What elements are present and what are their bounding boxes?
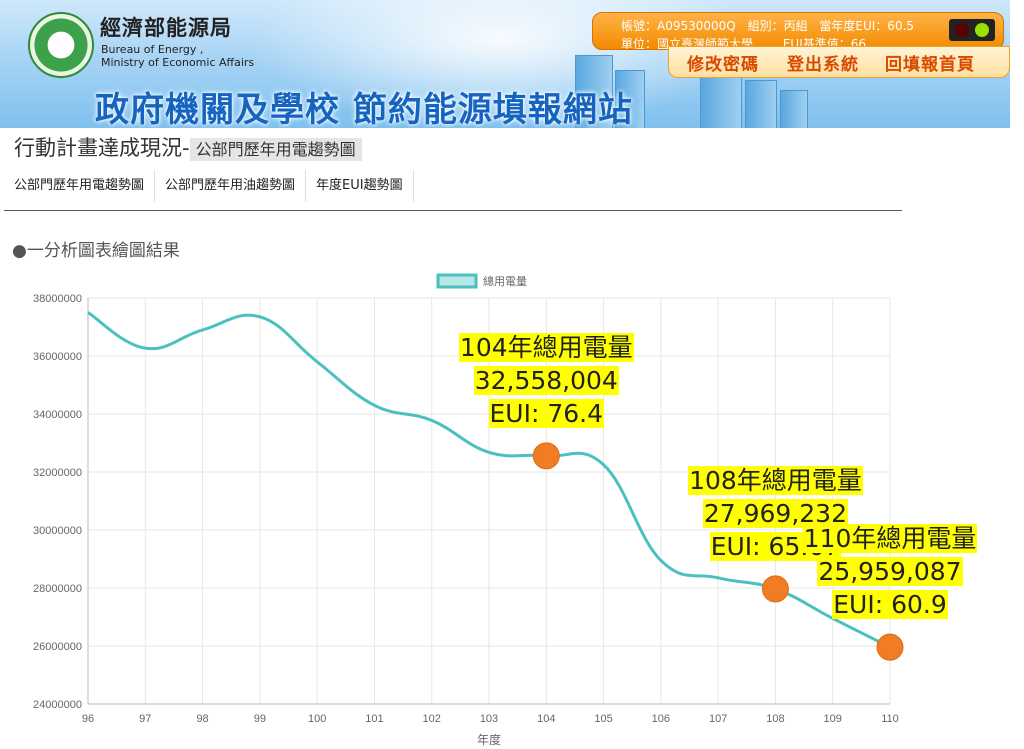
annotation-label: 108年總用電量 27,969,232 EUI: 65.67 bbox=[665, 464, 885, 563]
back-to-home-button[interactable]: 回填報首頁 bbox=[885, 55, 975, 75]
section-title: ●一分析圖表繪圖結果 bbox=[12, 241, 180, 261]
traffic-light-icon bbox=[949, 19, 995, 41]
account-id: 帳號：A09530000Q bbox=[621, 19, 736, 33]
annotation-text: 25,959,087 bbox=[817, 557, 963, 587]
annotation-text: 110年總用電量 bbox=[802, 524, 978, 554]
banner-building bbox=[615, 70, 645, 128]
account-info-row: 帳號：A09530000Q 組別：丙組 當年度EUI：60.5 bbox=[621, 17, 922, 34]
chart-tabs: 公部門歷年用電趨勢圖 公部門歷年用油趨勢圖 年度EUI趨勢圖 bbox=[4, 170, 414, 202]
page-title-sub: 公部門歷年用電趨勢圖 bbox=[189, 138, 362, 161]
change-password-button[interactable]: 修改密碼 bbox=[687, 55, 759, 75]
data-point-marker bbox=[532, 442, 560, 470]
legend-label: 總用電量 bbox=[483, 274, 527, 288]
annotation-label: 104年總用電量 32,558,004 EUI: 76.4 bbox=[436, 331, 656, 430]
x-tick-label: 106 bbox=[652, 713, 670, 725]
x-tick-label: 103 bbox=[480, 713, 498, 725]
x-tick-label: 100 bbox=[308, 713, 326, 725]
y-tick-label: 28000000 bbox=[33, 583, 82, 595]
annotation-text: 108年總用電量 bbox=[688, 465, 863, 495]
header-nav: 修改密碼 登出系統 回填報首頁 bbox=[668, 46, 1010, 78]
annotation-text: 104年總用電量 bbox=[458, 332, 634, 362]
site-banner: 經濟部能源局 Bureau of Energy , Ministry of Ec… bbox=[0, 0, 1010, 128]
y-tick-label: 36000000 bbox=[33, 351, 82, 363]
tab-eui-trend[interactable]: 年度EUI趨勢圖 bbox=[306, 170, 414, 202]
banner-building bbox=[745, 80, 777, 128]
y-tick-label: 26000000 bbox=[33, 641, 82, 653]
x-tick-label: 99 bbox=[254, 713, 266, 725]
tabs-divider bbox=[4, 210, 902, 211]
y-tick-label: 38000000 bbox=[33, 293, 82, 305]
x-tick-label: 102 bbox=[423, 713, 441, 725]
y-tick-label: 24000000 bbox=[33, 699, 82, 711]
tab-oil-trend[interactable]: 公部門歷年用油趨勢圖 bbox=[155, 170, 307, 202]
series-line bbox=[87, 311, 891, 649]
annotation-text: 32,558,004 bbox=[473, 365, 619, 395]
x-tick-label: 105 bbox=[594, 713, 612, 725]
x-tick-label: 98 bbox=[196, 713, 208, 725]
x-tick-label: 96 bbox=[82, 713, 94, 725]
x-tick-label: 110 bbox=[881, 713, 899, 725]
account-info-box: 帳號：A09530000Q 組別：丙組 當年度EUI：60.5 單位：國立臺灣師… bbox=[592, 12, 1004, 50]
annotation-label: 110年總用電量 25,959,087 EUI: 60.9 bbox=[780, 522, 1000, 621]
logo-english-name: Bureau of Energy , bbox=[101, 43, 204, 56]
x-tick-label: 104 bbox=[537, 713, 555, 725]
energy-bureau-logo bbox=[28, 12, 94, 78]
x-tick-label: 97 bbox=[139, 713, 151, 725]
annotation-text: EUI: 65.67 bbox=[709, 531, 842, 561]
page-title-main: 行動計畫達成現況- bbox=[14, 136, 190, 160]
y-tick-label: 30000000 bbox=[33, 525, 82, 537]
logo-chinese-name: 經濟部能源局 bbox=[100, 16, 232, 40]
x-axis-label: 年度 bbox=[477, 732, 501, 747]
legend-swatch bbox=[436, 273, 478, 289]
tab-electricity-trend[interactable]: 公部門歷年用電趨勢圖 bbox=[4, 170, 156, 202]
x-tick-label: 101 bbox=[365, 713, 383, 725]
data-point-marker bbox=[761, 575, 789, 603]
logout-button[interactable]: 登出系統 bbox=[787, 55, 859, 75]
banner-building bbox=[575, 55, 613, 128]
x-tick-label: 109 bbox=[824, 713, 842, 725]
logo-english-name: Ministry of Economic Affairs bbox=[101, 56, 255, 69]
account-group: 組別：丙組 bbox=[747, 19, 808, 33]
banner-building bbox=[780, 90, 808, 128]
annotation-text: EUI: 60.9 bbox=[832, 590, 948, 620]
x-tick-label: 108 bbox=[766, 713, 784, 725]
y-tick-label: 34000000 bbox=[33, 409, 82, 421]
page-title: 行動計畫達成現況- 公部門歷年用電趨勢圖 bbox=[14, 132, 362, 162]
current-eui: 當年度EUI：60.5 bbox=[819, 19, 915, 33]
annotation-text: 27,969,232 bbox=[702, 498, 848, 528]
data-point-marker bbox=[876, 633, 904, 661]
x-tick-label: 107 bbox=[709, 713, 727, 725]
y-tick-label: 32000000 bbox=[33, 467, 82, 479]
annotation-text: EUI: 76.4 bbox=[488, 398, 605, 428]
site-title: 政府機關及學校 節約能源填報網站 bbox=[95, 90, 633, 128]
